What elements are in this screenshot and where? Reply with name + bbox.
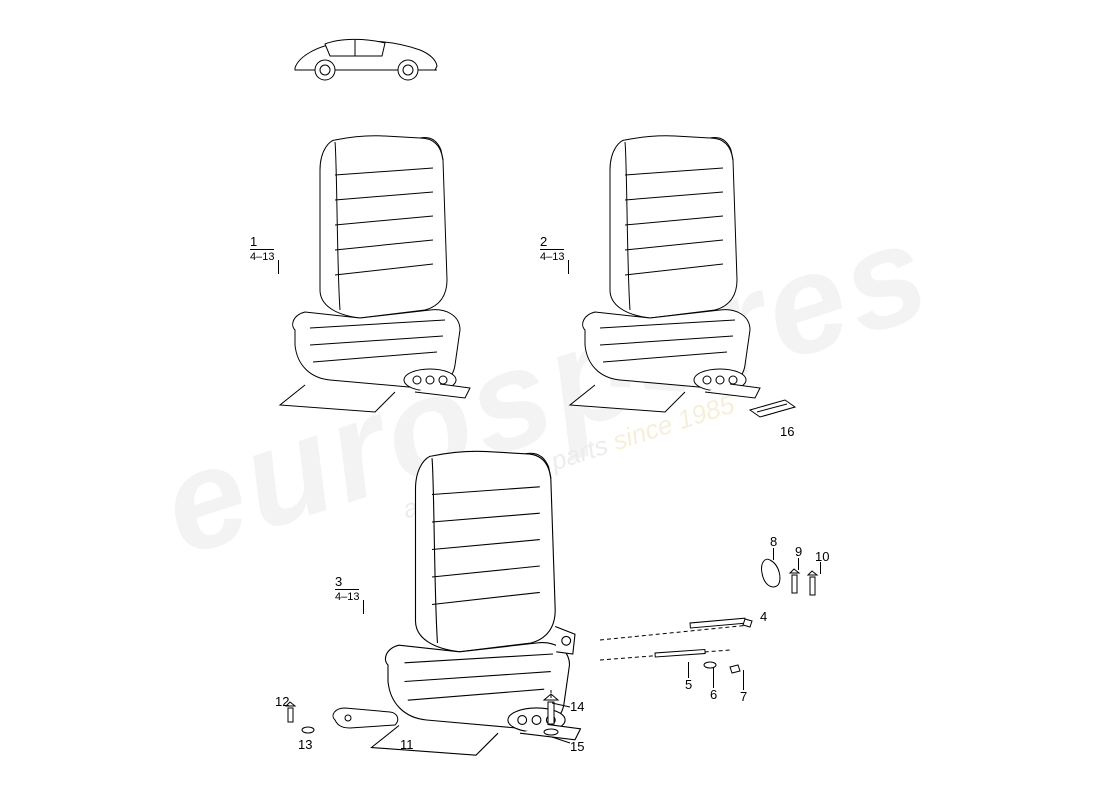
callout-2: 2 4–13 bbox=[540, 235, 564, 263]
callout-7: 7 bbox=[740, 690, 747, 704]
leader-tick bbox=[278, 260, 279, 274]
leader-tick bbox=[820, 562, 821, 574]
callout-3: 3 4–13 bbox=[335, 575, 359, 603]
callout-16: 16 bbox=[780, 425, 794, 439]
car-silhouette bbox=[290, 30, 440, 90]
leader-tick bbox=[743, 670, 744, 690]
leader-lines bbox=[540, 695, 580, 750]
leader-tick bbox=[568, 260, 569, 274]
callout-5: 5 bbox=[685, 678, 692, 692]
callout-6: 6 bbox=[710, 688, 717, 702]
exploded-right bbox=[600, 555, 840, 720]
callout-12: 12 bbox=[275, 695, 289, 709]
leader-tick bbox=[363, 600, 364, 614]
leader-tick bbox=[773, 548, 774, 560]
callout-1: 1 4–13 bbox=[250, 235, 274, 263]
callout-13: 13 bbox=[298, 738, 312, 752]
callout-4: 4 bbox=[760, 610, 767, 624]
callout-10: 10 bbox=[815, 550, 829, 564]
leader-tick bbox=[798, 558, 799, 570]
callout-subrange: 4–13 bbox=[250, 249, 274, 263]
leader-tick bbox=[688, 662, 689, 678]
diagram-canvas: eurospares a passion for parts since 198… bbox=[0, 0, 1100, 800]
callout-number: 1 bbox=[250, 235, 274, 249]
callout-11: 11 bbox=[400, 738, 414, 752]
callout-number: 3 bbox=[335, 575, 359, 589]
callout-subrange: 4–13 bbox=[540, 249, 564, 263]
leader-tick bbox=[713, 668, 714, 688]
callout-subrange: 4–13 bbox=[335, 589, 359, 603]
seat-1 bbox=[265, 130, 495, 420]
callout-number: 2 bbox=[540, 235, 564, 249]
seat-2 bbox=[555, 130, 785, 420]
